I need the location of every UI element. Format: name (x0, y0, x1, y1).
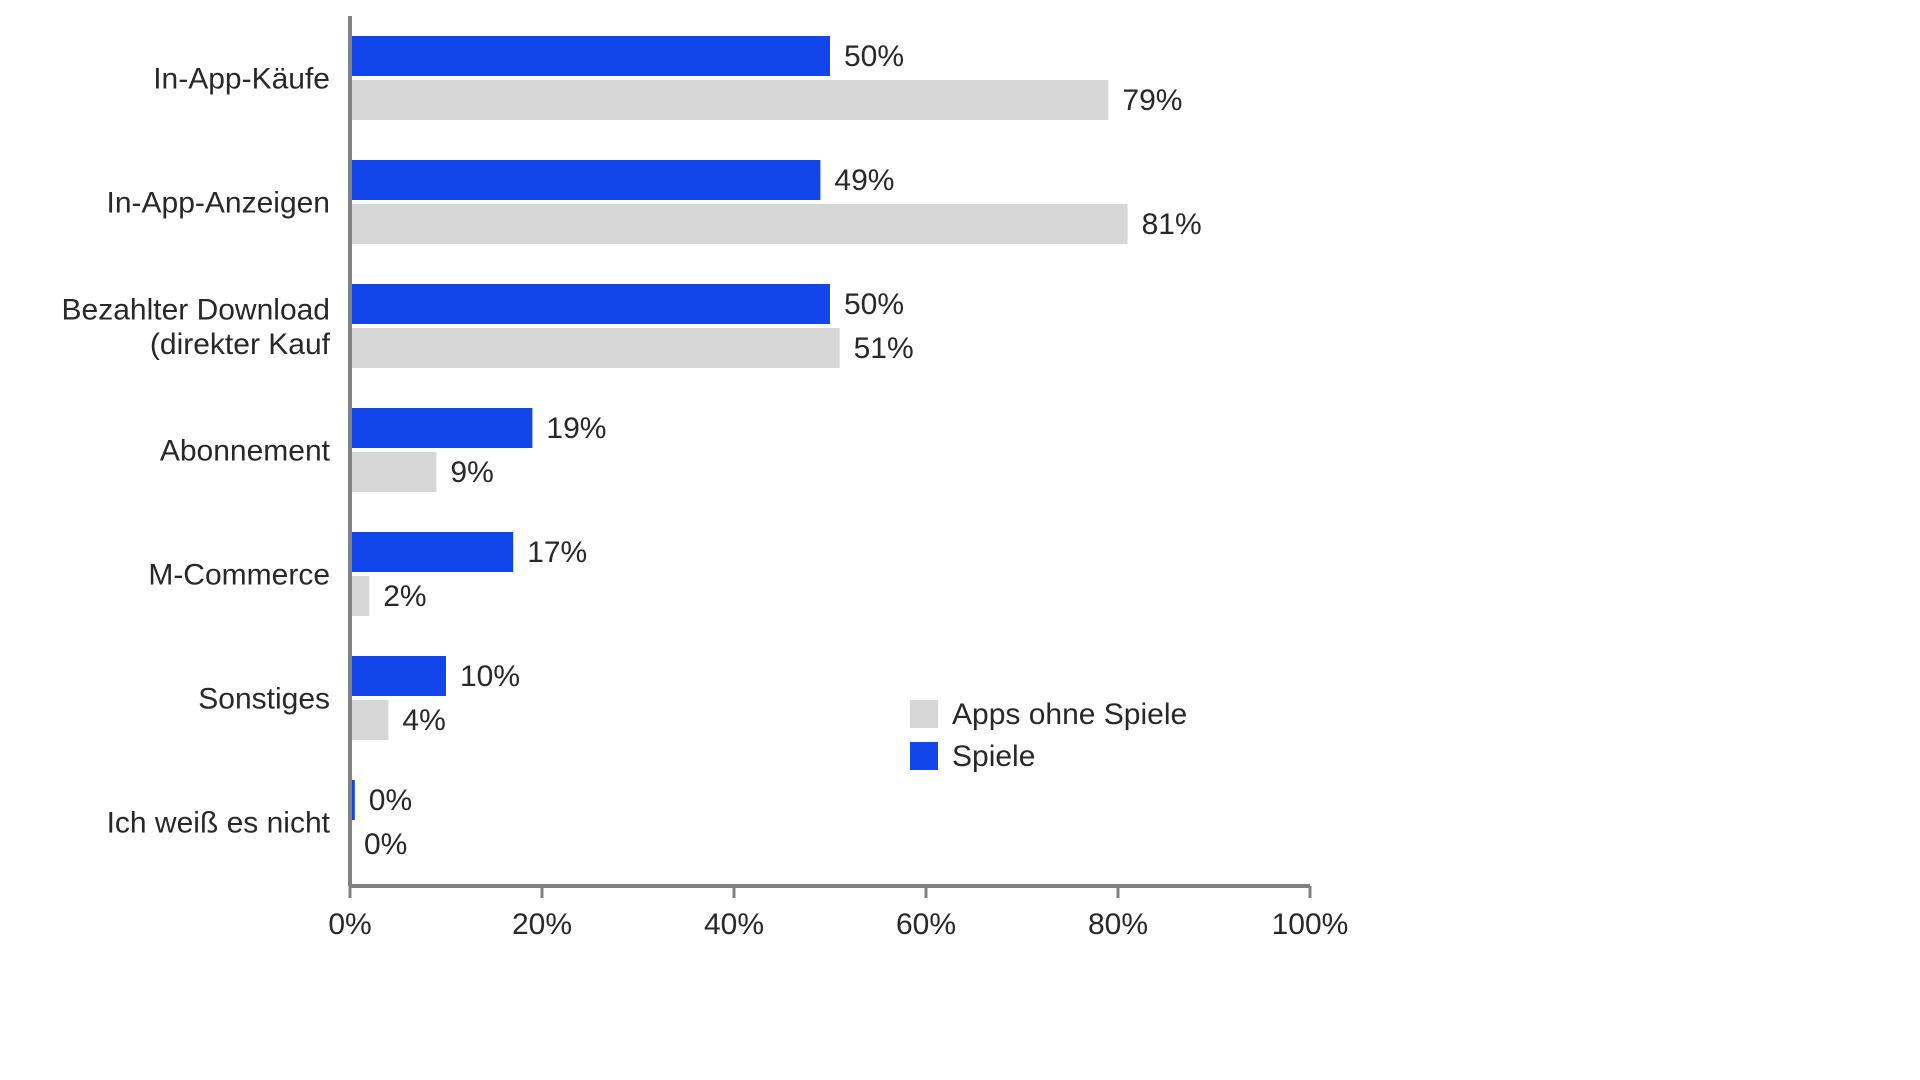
value-label: 50% (844, 288, 904, 321)
x-tick-label: 0% (328, 908, 371, 941)
bar-series1 (350, 656, 446, 696)
bar-series1 (350, 36, 830, 76)
bar-series2 (350, 452, 436, 492)
bar-series2 (350, 576, 369, 616)
category-label: Abonnement (160, 435, 331, 468)
x-tick-label: 60% (896, 908, 956, 941)
x-tick-label: 100% (1272, 908, 1349, 941)
value-label: 0% (369, 784, 412, 817)
x-tick-label: 20% (512, 908, 572, 941)
grouped-bar-chart: 50% 79% In-App-Käufe 49% 81% In-App-Anzeigen 5… (0, 0, 1920, 1080)
category-label: Ich weiß es nicht (107, 807, 331, 840)
value-label: 81% (1142, 208, 1202, 241)
value-label: 0% (364, 828, 407, 861)
value-label: 50% (844, 40, 904, 73)
category-label: M-Commerce (148, 559, 330, 592)
category-label: In-App-Käufe (153, 63, 330, 96)
legend-label-series1: Spiele (952, 740, 1035, 773)
value-label: 49% (834, 164, 894, 197)
category-label: Bezahlter Download(direkter Kauf (62, 293, 331, 361)
value-label: 10% (460, 660, 520, 693)
value-label: 19% (546, 412, 606, 445)
legend-label-series2: Apps ohne Spiele (952, 698, 1187, 731)
bar-series1 (350, 408, 532, 448)
value-label: 17% (527, 536, 587, 569)
value-label: 79% (1122, 84, 1182, 117)
value-label: 4% (402, 704, 445, 737)
bar-series2 (350, 204, 1128, 244)
category-label: Sonstiges (198, 683, 330, 716)
legend-swatch-series1 (910, 742, 938, 770)
x-tick-label: 40% (704, 908, 764, 941)
value-label: 9% (450, 456, 493, 489)
bar-series1 (350, 284, 830, 324)
x-tick-label: 80% (1088, 908, 1148, 941)
bar-series2 (350, 328, 840, 368)
category-label: In-App-Anzeigen (107, 187, 330, 220)
value-label: 2% (383, 580, 426, 613)
bar-series2 (350, 80, 1108, 120)
bar-series2 (350, 700, 388, 740)
value-label: 51% (854, 332, 914, 365)
bar-series1 (350, 532, 513, 572)
bar-series1 (350, 160, 820, 200)
legend-swatch-series2 (910, 700, 938, 728)
